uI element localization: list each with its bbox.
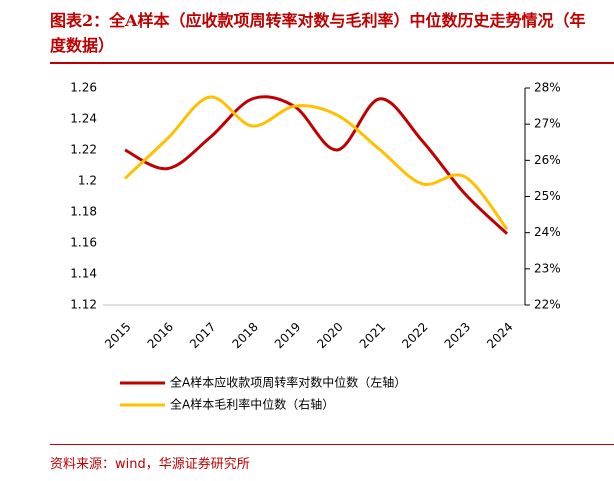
source: 资料来源：wind，华源证券研究所 xyxy=(50,457,250,472)
x-tick-label: 2021 xyxy=(357,320,388,351)
y2-tick-label: 28% xyxy=(534,81,561,95)
y-tick-label: 1.12 xyxy=(70,298,97,312)
x-tick-label: 2019 xyxy=(272,320,303,351)
y-tick-label: 1.26 xyxy=(70,81,97,95)
x-tick-label: 2023 xyxy=(442,320,473,351)
legend-label: 全A样本应收款项周转率对数中位数（左轴） xyxy=(170,375,406,390)
x-tick-label: 2016 xyxy=(145,320,176,351)
y-tick-label: 1.24 xyxy=(70,112,97,126)
y2-tick-label: 27% xyxy=(534,117,561,131)
y2-tick-label: 23% xyxy=(534,261,561,275)
footer-rule xyxy=(50,444,614,445)
y2-tick-label: 26% xyxy=(534,153,561,167)
x-tick-label: 2018 xyxy=(229,320,260,351)
chart: 1.12 1.14 1.16 1.18 1.2 1.22 1.24 1.26 22% 23% 24%… xyxy=(70,81,561,412)
y2-tick-label: 22% xyxy=(534,298,561,312)
y-tick-label: 1.2 xyxy=(78,174,97,188)
series-line xyxy=(123,95,509,230)
y-tick-label: 1.18 xyxy=(70,205,97,219)
chart-title: 图表2：全A样本（应收款项周转率对数与毛利率）中位数历史走势情况（年度数据） xyxy=(50,11,586,55)
y-tick-label: 1.16 xyxy=(70,236,97,250)
x-tick-label: 2024 xyxy=(484,320,515,351)
y2-tick-label: 24% xyxy=(534,225,561,239)
x-tick-label: 2022 xyxy=(399,320,430,351)
x-tick-label: 2020 xyxy=(314,320,345,351)
title-rule xyxy=(50,62,614,64)
x-tick-label: 2017 xyxy=(187,320,218,351)
x-tick-label: 2015 xyxy=(102,320,133,351)
y2-tick-label: 25% xyxy=(534,189,561,203)
y-tick-label: 1.14 xyxy=(70,267,97,281)
y-tick-label: 1.22 xyxy=(70,143,97,157)
legend-label: 全A样本毛利率中位数（右轴） xyxy=(170,397,334,412)
series-line xyxy=(124,95,509,235)
